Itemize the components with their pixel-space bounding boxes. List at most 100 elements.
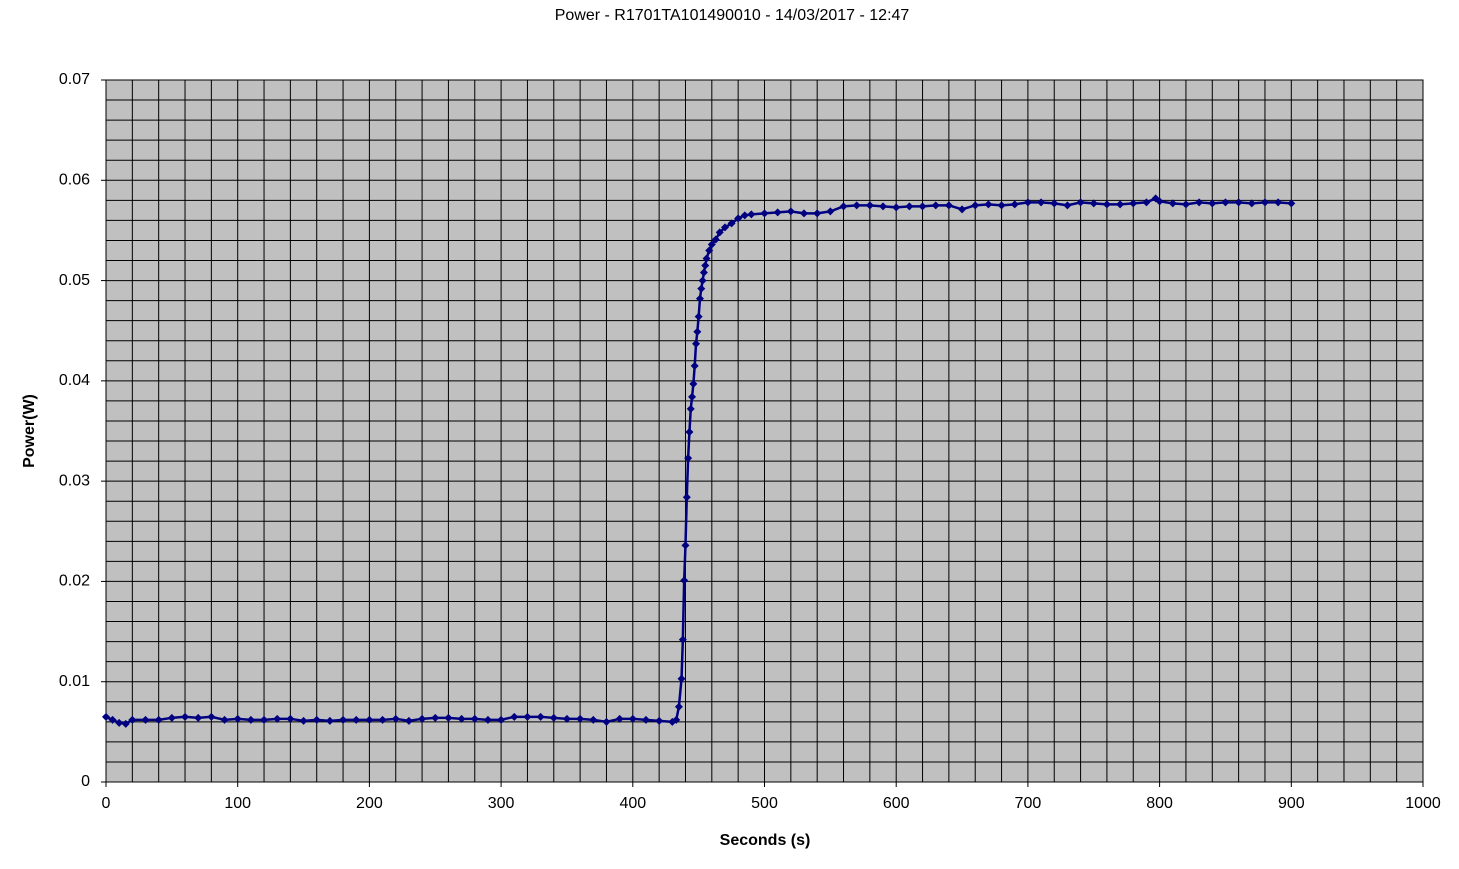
data-point — [1023, 198, 1032, 207]
chart-title: Power - R1701TA101490010 - 14/03/2017 - … — [555, 7, 910, 24]
x-tick-label: 500 — [751, 795, 778, 812]
data-point — [680, 576, 689, 585]
data-point — [686, 404, 695, 413]
data-point — [260, 715, 269, 724]
data-point — [727, 219, 736, 228]
x-tick-label: 100 — [224, 795, 251, 812]
data-point — [692, 339, 701, 348]
data-point — [1168, 199, 1177, 208]
data-point — [693, 327, 702, 336]
data-point — [233, 714, 242, 723]
data-point — [457, 714, 466, 723]
data-point — [497, 715, 506, 724]
data-point — [839, 202, 848, 211]
data-point — [944, 201, 953, 210]
data-point — [747, 210, 756, 219]
data-point — [523, 712, 532, 721]
data-point — [121, 719, 130, 728]
data-point — [246, 715, 255, 724]
data-point — [339, 715, 348, 724]
data-point — [694, 312, 703, 321]
data-point — [615, 714, 624, 723]
y-tick-label: 0.07 — [59, 71, 90, 88]
data-point — [684, 454, 693, 463]
x-tick-label: 700 — [1015, 795, 1042, 812]
data-point — [1287, 199, 1296, 208]
data-point — [701, 261, 710, 270]
data-point — [689, 379, 698, 388]
y-tick-label: 0.06 — [59, 172, 90, 189]
data-point — [167, 713, 176, 722]
data-point — [682, 493, 691, 502]
data-point — [576, 714, 585, 723]
data-point — [707, 240, 716, 249]
data-point — [641, 715, 650, 724]
data-point — [536, 712, 545, 721]
data-point — [674, 702, 683, 711]
data-point — [102, 712, 110, 721]
data-point — [510, 712, 519, 721]
data-point — [1037, 198, 1046, 207]
data-point — [734, 214, 743, 223]
data-point — [879, 202, 888, 211]
data-point — [273, 714, 282, 723]
data-point — [1129, 199, 1138, 208]
x-tick-label: 200 — [356, 795, 383, 812]
data-point — [1234, 198, 1243, 207]
data-point — [681, 541, 690, 550]
data-point — [720, 223, 729, 232]
y-axis-title: Power(W) — [21, 394, 38, 468]
data-point — [115, 718, 124, 727]
data-point — [1247, 199, 1256, 208]
data-point — [688, 392, 697, 401]
data-point — [695, 294, 704, 303]
data-point — [286, 714, 295, 723]
data-point — [905, 202, 914, 211]
x-tick-label: 800 — [1146, 795, 1173, 812]
data-point — [1116, 200, 1125, 209]
data-point — [602, 717, 611, 726]
data-point — [128, 715, 137, 724]
data-point — [299, 716, 308, 725]
data-point — [813, 209, 822, 218]
x-tick-label: 300 — [488, 795, 515, 812]
data-point — [892, 203, 901, 212]
data-point — [760, 209, 769, 218]
data-point — [740, 211, 749, 220]
data-point — [1181, 200, 1190, 209]
data-point — [865, 201, 874, 210]
data-point — [971, 201, 980, 210]
y-tick-label: 0.01 — [59, 673, 90, 690]
data-point — [470, 714, 479, 723]
data-point — [705, 246, 714, 255]
data-point — [698, 276, 707, 285]
x-tick-label: 1000 — [1405, 795, 1441, 812]
data-point — [207, 712, 216, 721]
data-point — [997, 201, 1006, 210]
data-point — [1155, 197, 1164, 206]
data-point — [312, 715, 321, 724]
x-tick-label: 0 — [102, 795, 111, 812]
y-tick-label: 0.02 — [59, 573, 90, 590]
data-point — [378, 715, 387, 724]
data-point — [702, 254, 711, 263]
x-axis-title: Seconds (s) — [720, 832, 811, 849]
data-point — [678, 635, 687, 644]
data-point — [444, 713, 453, 722]
data-point — [1089, 199, 1098, 208]
data-point — [826, 207, 835, 216]
data-point — [1221, 198, 1230, 207]
data-point — [931, 201, 940, 210]
data-point — [1195, 198, 1204, 207]
data-point — [404, 716, 413, 725]
data-point — [325, 716, 334, 725]
y-tick-label: 0.03 — [59, 472, 90, 489]
x-tick-label: 600 — [883, 795, 910, 812]
data-point — [685, 428, 694, 437]
data-point — [562, 714, 571, 723]
data-point — [365, 715, 374, 724]
x-tick-label: 900 — [1278, 795, 1305, 812]
data-point — [1142, 198, 1151, 207]
data-point — [483, 715, 492, 724]
data-point — [918, 202, 927, 211]
